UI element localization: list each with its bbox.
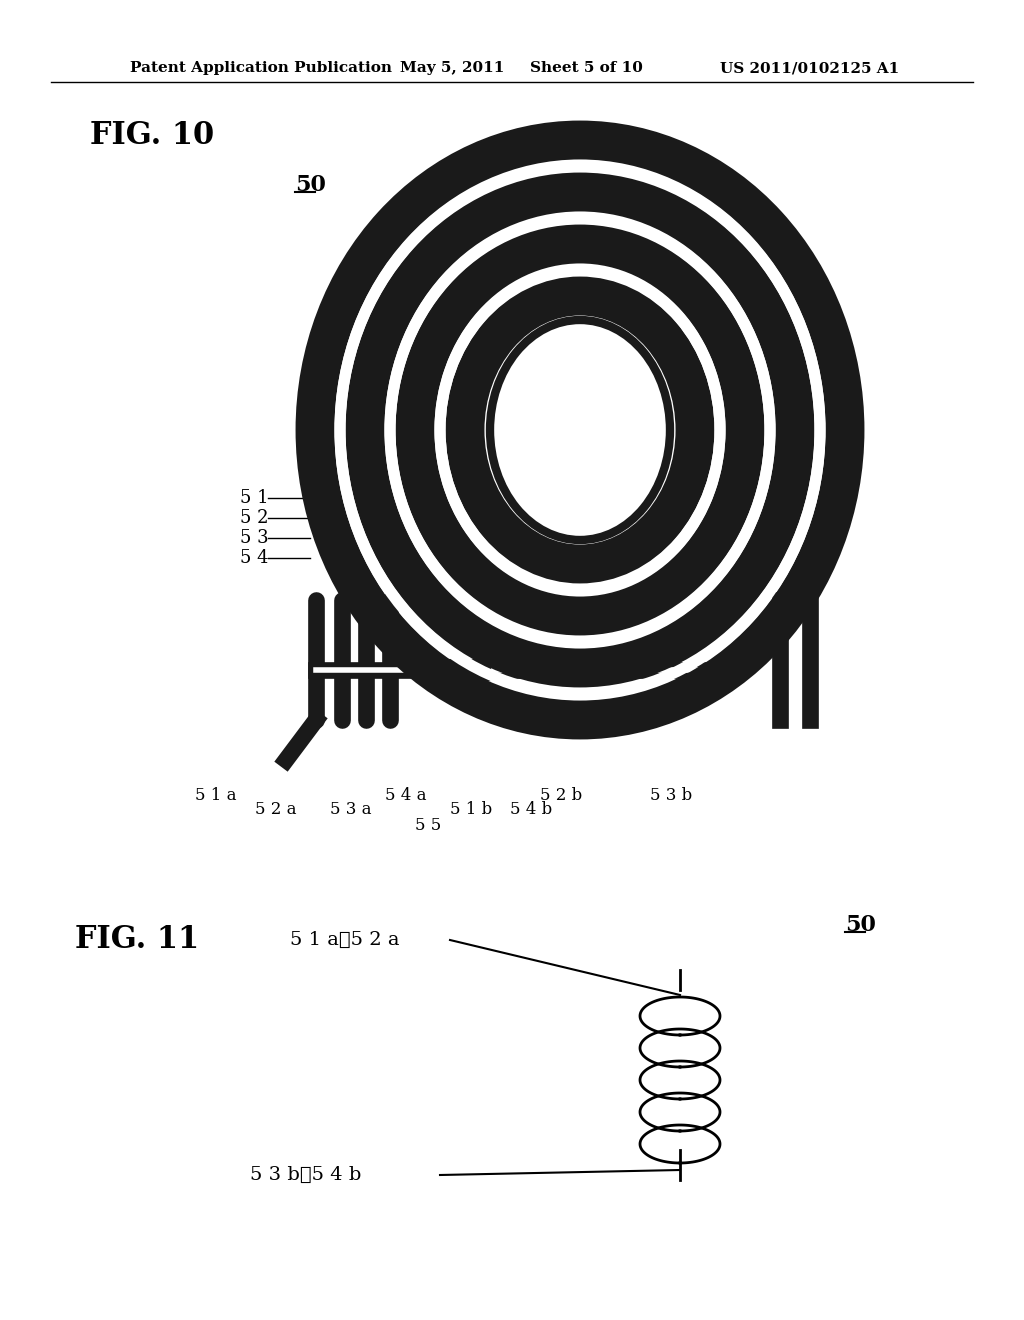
Text: 5 1 a、5 2 a: 5 1 a、5 2 a bbox=[290, 931, 399, 949]
Text: 5 2 a: 5 2 a bbox=[255, 801, 297, 818]
Text: 5 2 b: 5 2 b bbox=[540, 787, 583, 804]
Text: 5 2: 5 2 bbox=[240, 510, 268, 527]
Text: May 5, 2011: May 5, 2011 bbox=[400, 61, 505, 75]
Text: 5 3 b、5 4 b: 5 3 b、5 4 b bbox=[250, 1166, 361, 1184]
Text: 5 4 a: 5 4 a bbox=[385, 787, 427, 804]
Text: 5 4: 5 4 bbox=[240, 549, 268, 568]
Text: Sheet 5 of 10: Sheet 5 of 10 bbox=[530, 61, 643, 75]
Text: 5 3: 5 3 bbox=[240, 529, 268, 546]
Text: US 2011/0102125 A1: US 2011/0102125 A1 bbox=[720, 61, 899, 75]
Text: 5 1 a: 5 1 a bbox=[195, 787, 237, 804]
Text: 50: 50 bbox=[295, 174, 326, 195]
Ellipse shape bbox=[490, 319, 670, 540]
Text: Patent Application Publication: Patent Application Publication bbox=[130, 61, 392, 75]
Text: 5 4 b: 5 4 b bbox=[510, 801, 552, 818]
Text: 5 5: 5 5 bbox=[415, 817, 441, 833]
Text: 5 3 b: 5 3 b bbox=[650, 787, 692, 804]
Text: 50: 50 bbox=[845, 913, 876, 936]
Text: 5 1 b: 5 1 b bbox=[450, 801, 493, 818]
Text: FIG. 10: FIG. 10 bbox=[90, 120, 214, 150]
Text: 5 1: 5 1 bbox=[240, 488, 268, 507]
Text: FIG. 11: FIG. 11 bbox=[75, 924, 199, 956]
Text: 5 3 a: 5 3 a bbox=[330, 801, 372, 818]
